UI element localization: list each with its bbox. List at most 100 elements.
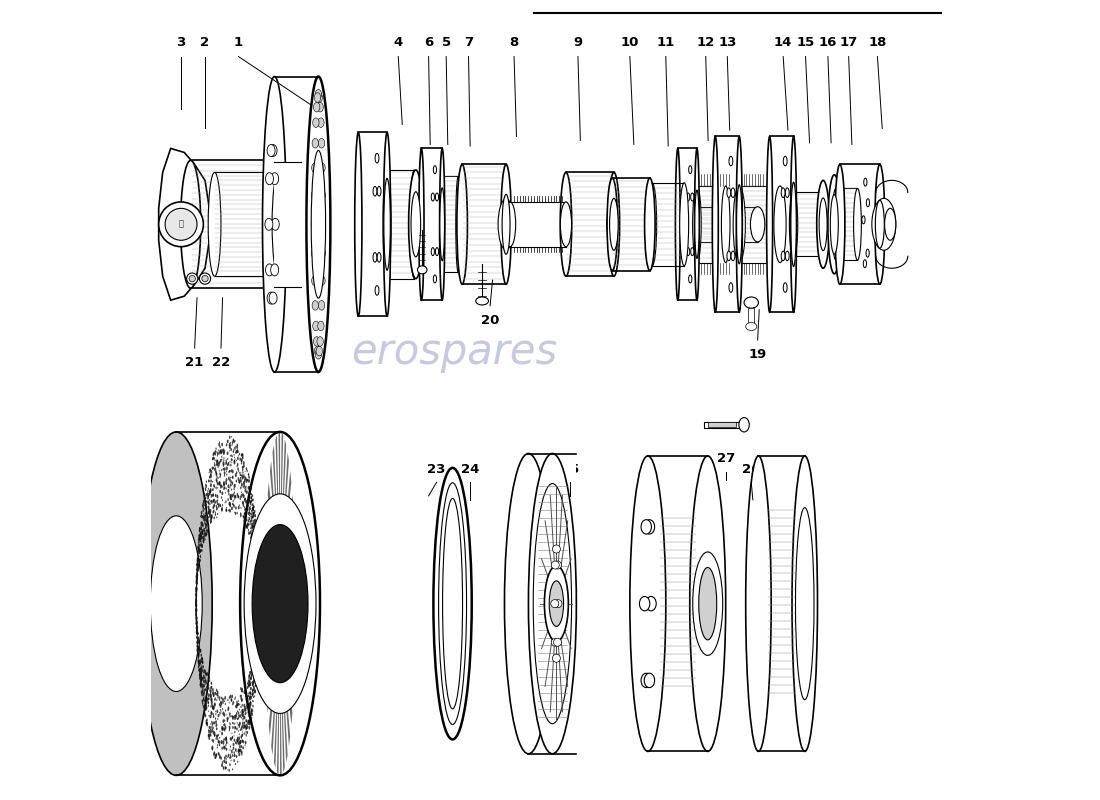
Ellipse shape xyxy=(249,494,250,497)
Ellipse shape xyxy=(196,616,197,619)
Ellipse shape xyxy=(219,741,220,743)
Ellipse shape xyxy=(204,671,205,674)
Ellipse shape xyxy=(221,469,222,471)
Ellipse shape xyxy=(240,432,320,775)
Polygon shape xyxy=(840,165,880,284)
Ellipse shape xyxy=(242,476,243,480)
Ellipse shape xyxy=(255,675,257,679)
Ellipse shape xyxy=(242,724,244,728)
Polygon shape xyxy=(287,632,296,670)
Ellipse shape xyxy=(204,680,206,683)
Ellipse shape xyxy=(208,730,210,734)
Ellipse shape xyxy=(217,502,218,505)
Ellipse shape xyxy=(255,682,257,686)
Ellipse shape xyxy=(241,474,242,477)
Ellipse shape xyxy=(200,514,202,518)
Ellipse shape xyxy=(265,173,274,185)
Ellipse shape xyxy=(254,515,255,518)
Ellipse shape xyxy=(240,477,242,479)
Ellipse shape xyxy=(258,634,260,636)
Ellipse shape xyxy=(205,672,206,674)
Ellipse shape xyxy=(206,485,207,488)
Ellipse shape xyxy=(854,188,861,260)
Ellipse shape xyxy=(198,646,200,649)
Ellipse shape xyxy=(257,648,258,650)
Ellipse shape xyxy=(257,563,260,566)
Ellipse shape xyxy=(199,534,200,537)
Ellipse shape xyxy=(234,717,235,720)
Ellipse shape xyxy=(253,545,254,548)
Ellipse shape xyxy=(257,658,258,662)
Ellipse shape xyxy=(244,518,246,522)
Ellipse shape xyxy=(255,538,257,542)
Ellipse shape xyxy=(252,671,253,673)
Ellipse shape xyxy=(222,741,224,745)
Ellipse shape xyxy=(255,670,257,674)
Ellipse shape xyxy=(243,494,244,498)
Ellipse shape xyxy=(197,632,198,634)
Ellipse shape xyxy=(242,457,243,459)
Ellipse shape xyxy=(255,534,256,536)
Ellipse shape xyxy=(206,481,207,483)
Ellipse shape xyxy=(197,569,198,572)
Ellipse shape xyxy=(196,615,197,618)
Ellipse shape xyxy=(238,506,240,510)
Ellipse shape xyxy=(230,694,231,698)
Ellipse shape xyxy=(196,586,197,590)
Circle shape xyxy=(187,273,198,284)
Ellipse shape xyxy=(208,507,210,510)
Ellipse shape xyxy=(221,491,223,495)
Ellipse shape xyxy=(258,624,261,627)
Ellipse shape xyxy=(373,253,377,262)
Ellipse shape xyxy=(211,514,212,518)
Ellipse shape xyxy=(233,460,235,463)
Polygon shape xyxy=(265,538,273,575)
Ellipse shape xyxy=(217,460,219,463)
Ellipse shape xyxy=(197,649,198,653)
Ellipse shape xyxy=(373,186,377,196)
Ellipse shape xyxy=(317,102,323,112)
Ellipse shape xyxy=(246,499,249,503)
Ellipse shape xyxy=(774,186,786,262)
Ellipse shape xyxy=(219,754,221,758)
Ellipse shape xyxy=(211,721,212,723)
Ellipse shape xyxy=(227,458,229,460)
Ellipse shape xyxy=(222,464,224,467)
Ellipse shape xyxy=(200,515,201,518)
Ellipse shape xyxy=(198,545,199,547)
Ellipse shape xyxy=(248,486,250,490)
Ellipse shape xyxy=(245,694,246,698)
Polygon shape xyxy=(715,137,739,312)
Ellipse shape xyxy=(213,693,214,697)
Ellipse shape xyxy=(251,668,253,672)
Ellipse shape xyxy=(255,535,257,539)
Ellipse shape xyxy=(198,654,199,658)
Ellipse shape xyxy=(200,683,201,686)
Ellipse shape xyxy=(196,621,197,625)
Ellipse shape xyxy=(210,714,211,718)
Ellipse shape xyxy=(243,461,244,465)
Ellipse shape xyxy=(254,518,256,522)
Ellipse shape xyxy=(260,601,261,604)
Ellipse shape xyxy=(240,514,242,518)
Ellipse shape xyxy=(224,726,227,730)
Ellipse shape xyxy=(217,691,219,694)
Ellipse shape xyxy=(791,137,796,312)
Ellipse shape xyxy=(257,653,260,657)
Ellipse shape xyxy=(216,689,218,692)
Ellipse shape xyxy=(251,670,253,672)
Ellipse shape xyxy=(243,740,244,742)
Ellipse shape xyxy=(252,682,254,686)
Ellipse shape xyxy=(198,662,200,666)
Ellipse shape xyxy=(198,662,199,664)
Ellipse shape xyxy=(260,596,261,599)
Ellipse shape xyxy=(218,740,219,743)
Ellipse shape xyxy=(199,672,201,676)
Ellipse shape xyxy=(260,619,261,622)
Ellipse shape xyxy=(258,583,260,586)
Ellipse shape xyxy=(222,468,224,470)
Ellipse shape xyxy=(817,192,826,256)
Ellipse shape xyxy=(218,696,219,698)
Ellipse shape xyxy=(230,496,232,500)
Ellipse shape xyxy=(196,602,197,606)
